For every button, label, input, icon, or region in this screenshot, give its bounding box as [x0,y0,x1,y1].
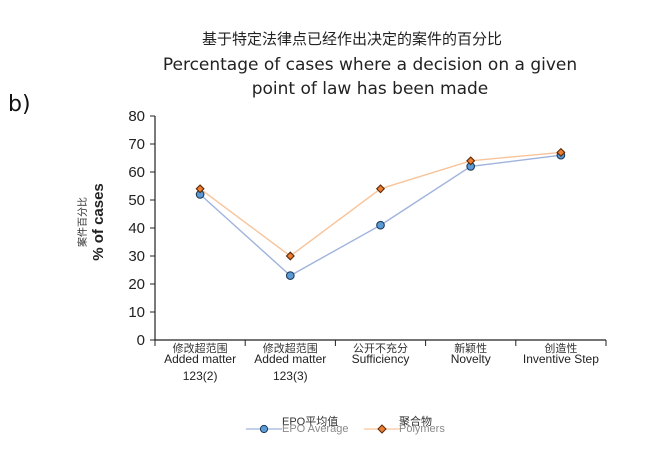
y-tick-label: 40 [128,220,145,237]
legend-epo-label-zh: EPO平均值 [282,416,339,428]
data-point-polymers [466,156,476,166]
legend-polymers-label: Polymers [399,423,445,435]
y-axis-title-zh: 案件百分比 [76,197,89,247]
data-point-epo [285,271,295,280]
y-axis-title: % of cases [90,183,107,261]
chart-title-zh: 基于特定法律点已经作出决定的案件的百分比 [201,30,502,48]
y-axis-labels: 案件百分比% of cases [76,183,107,261]
x-category-label-line2: 123(3) [273,369,308,383]
panel-label: b) [8,92,31,117]
x-category-label-zh: 修改超范围 [263,341,318,355]
x-category-label-zh: 创造性 [544,341,577,355]
y-tick-label: 70 [128,136,145,153]
legend-epo-swatch [246,424,282,434]
data-point-polymers [375,184,386,194]
x-category-label: Inventive Step [523,352,599,366]
data-point-polymers [285,251,295,261]
y-tick-label: 50 [128,192,145,209]
series-markers [195,147,566,280]
legend-epo-label: EPO Average [282,423,349,435]
y-tick-label: 10 [128,304,145,321]
y-tick-label: 60 [128,164,145,181]
series-lines [199,151,561,277]
series-line-epo [199,154,561,277]
x-category-label-line2: 123(2) [183,369,218,383]
chart-title: Percentage of cases where a decision on … [162,55,578,99]
legend-polymers-swatch [364,424,400,434]
y-tick-labels: 0 10 20 30 40 50 60 70 80 [128,108,145,349]
legend-polymers-label-zh: 聚合物 [399,416,432,428]
x-category-label: Sufficiency [352,352,410,366]
y-tick-label: 0 [137,332,145,349]
y-tick-label: 30 [128,248,145,265]
data-point-polymers [195,184,205,194]
y-tick-label: 20 [128,276,145,293]
x-category-label-zh: 公开不充分 [353,341,408,355]
data-point-polymers [556,147,566,157]
legend: EPO平均值 EPO Average 聚合物 Polymers [244,413,464,443]
x-category-label-zh: 修改超范围 [173,341,228,355]
x-category-label: Added matter [164,352,236,366]
x-category-label: Novelty [451,352,491,366]
chart-axes [150,115,607,346]
series-line-polymers [199,151,561,257]
x-category-label: Added matter [254,352,326,366]
data-point-epo [376,220,385,230]
y-tick-label: 80 [128,108,145,125]
x-category-label-zh: 新颖性 [454,341,487,355]
